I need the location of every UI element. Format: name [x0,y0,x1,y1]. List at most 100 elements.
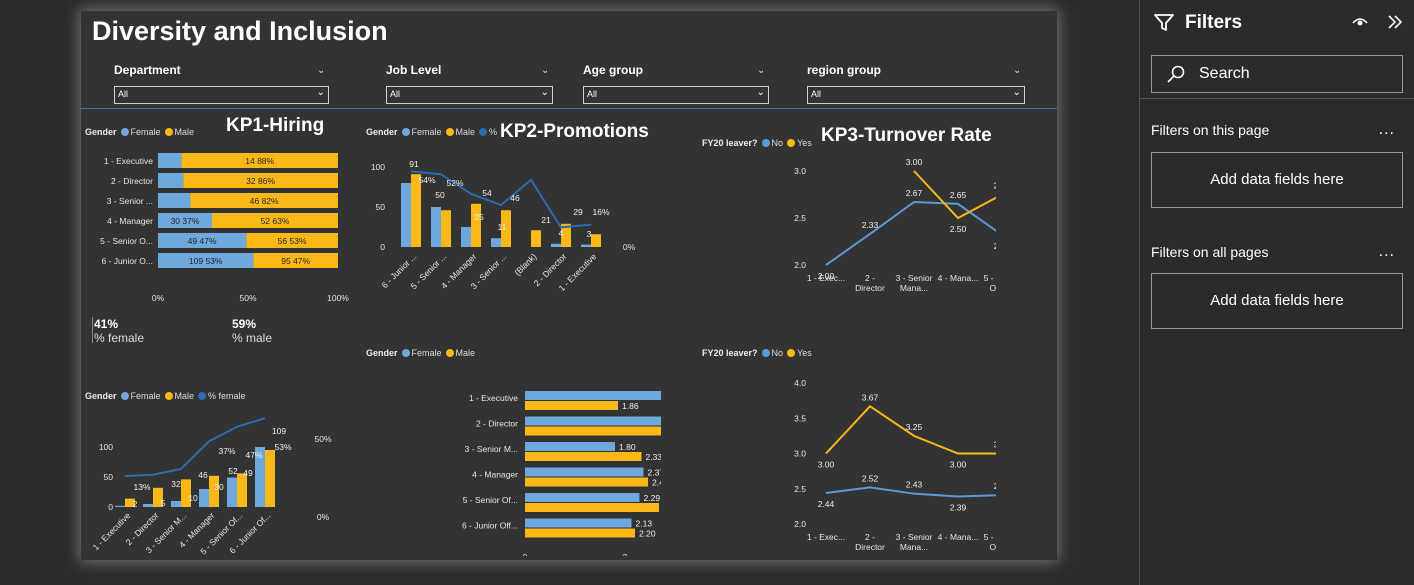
slicer-department-dropdown[interactable]: All ⌄ [114,86,329,104]
data-label: 3.00 [950,460,967,470]
bar-male [265,450,275,507]
category-label: (Blank) [512,251,538,277]
bar-female [255,447,265,507]
collapse-pane-icon[interactable] [1387,14,1403,30]
filters-pane: Filters Search Filters on this page ... … [1139,0,1414,585]
filters-all-pages-well[interactable]: Add data fields here [1151,273,1403,329]
kpi-female-label: % female [94,331,145,345]
kpi-male-label: % male [232,331,273,345]
category-label: Officer [990,542,996,552]
bar-male [190,193,338,208]
kpi-accent-bar [92,317,93,343]
add-fields-text: Add data fields here [1210,292,1344,309]
line-pct-female [124,417,266,478]
add-fields-text: Add data fields here [1210,171,1344,188]
slicer-region-group[interactable]: region group ⌄ All ⌄ [807,63,1025,104]
visual-title-turnover: KP3-Turnover Rate [821,125,992,146]
slicer-job-level[interactable]: Job Level ⌄ All ⌄ [386,63,553,104]
data-label: 2.43 [906,480,923,490]
data-label: 2.20 [639,529,656,539]
bar-female [115,505,125,507]
legend-title: Gender [85,391,117,401]
legend-pct-female: % female [208,391,246,401]
data-label: 49 [243,468,253,478]
slicer-age-group[interactable]: Age group ⌄ All ⌄ [583,63,769,104]
category-label: 1 - Exec... [807,532,845,542]
pane-divider [1140,98,1414,99]
legend-title: Gender [85,127,117,137]
more-options-icon[interactable]: ... [1378,121,1395,138]
bar-male [531,230,541,247]
chevron-down-icon[interactable]: ⌄ [541,65,550,76]
bar-male [471,203,481,247]
bar-female [158,253,254,268]
slicer-job-level-label: Job Level [386,63,442,77]
chevron-down-icon: ⌄ [756,87,765,98]
bar-female [171,501,181,507]
chart-turnover-bottom[interactable]: 4.0 3.5 3.0 2.5 2.01 - Exec... 2 -Director 3 -… [696,361,996,556]
category-label: 1 - Executive [104,156,153,166]
category-label: 4 - Manager [107,216,153,226]
bar-female [525,518,632,528]
category-label: 4 - Mana... [938,532,979,542]
more-options-icon[interactable]: ... [1378,243,1395,260]
legend-male: Male [455,348,476,358]
slicer-region-group-value: All [811,89,822,99]
tick-label: 2.5 [794,484,806,494]
chevron-down-icon[interactable]: ⌄ [317,65,326,76]
category-label: 2 - Director [111,176,153,186]
chart-turnover-top[interactable]: 3.0 2.5 2.01 - Exec... 2 -Director 3 - Senio… [696,151,996,301]
kpi-male-value: 59% [232,317,257,331]
bar-male [525,401,618,410]
tick-label: 50 [104,472,114,482]
bar-male [525,452,642,461]
legend-male: Male [455,127,476,137]
data-label: 109 [272,426,286,436]
chevron-down-icon[interactable]: ⌄ [757,65,766,76]
data-label: 2.37 [648,468,662,478]
slicer-age-group-dropdown[interactable]: All ⌄ [583,86,769,104]
line-yes [913,170,996,220]
kpi-female: 41% % female [94,317,144,345]
category-label: 3 - Senior [896,532,933,542]
data-label: 30 37% [171,216,200,226]
tick-label: 2.5 [794,213,806,223]
visual-title-hiring: KP1-Hiring [226,115,325,136]
slicer-department[interactable]: Department ⌄ All ⌄ [114,63,329,104]
bar-female [461,227,471,247]
chart-gender-clustered-bar[interactable]: 1 - Executive3.001.862 - Director3.403.0… [361,366,661,556]
eye-icon[interactable] [1352,15,1368,29]
data-label: 46 82% [250,196,279,206]
slicer-region-group-dropdown[interactable]: All ⌄ [807,86,1025,104]
filters-search[interactable]: Search [1151,55,1403,93]
legend-male: Male [174,127,195,137]
bar-female [158,173,184,188]
data-label: 2.39 [950,503,967,513]
filters-all-pages-label: Filters on all pages [1151,244,1269,260]
category-label: Officer [990,283,996,293]
category-label: 1 - Exec... [807,273,845,283]
legend-female: Female [130,391,161,401]
chart-hiring-stacked[interactable]: 1 - Executive 14 88% 2 - Director 32 86% 3 -… [81,141,356,301]
data-label: 2.75 [994,181,996,191]
header-divider [81,108,1057,109]
data-label: 16% [592,207,609,217]
chevron-down-icon: ⌄ [1012,87,1021,98]
bar-female [491,238,501,247]
tick-label: 50% [314,434,331,444]
data-label: 49 47% [188,236,217,246]
category-label: 5 - Senior [984,532,996,542]
chevron-down-icon[interactable]: ⌄ [1013,65,1022,76]
filters-this-page-well[interactable]: Add data fields here [1151,152,1403,208]
data-label: 37% [218,446,235,456]
data-label: 3 [587,229,592,239]
data-label: 29 [573,207,583,217]
slicer-job-level-dropdown[interactable]: All ⌄ [386,86,553,104]
legend-yes: Yes [797,348,812,358]
category-label: 3 - Senior M... [465,444,518,454]
legend-male: Male [174,391,195,401]
data-label: 1.86 [622,401,639,411]
category-label: Director [855,283,885,293]
